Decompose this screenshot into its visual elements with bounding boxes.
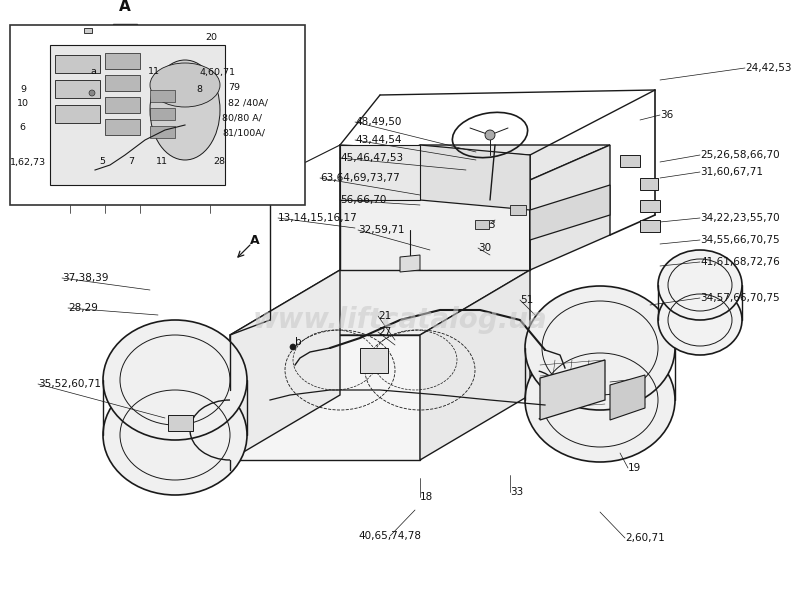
Ellipse shape — [103, 320, 247, 440]
Text: 20: 20 — [205, 33, 217, 42]
Bar — [150, 90, 175, 102]
Polygon shape — [400, 255, 420, 272]
Bar — [640, 220, 660, 232]
Polygon shape — [340, 145, 610, 180]
Text: 21: 21 — [378, 311, 391, 321]
Bar — [640, 178, 658, 190]
Bar — [105, 97, 140, 113]
Text: 63,64,69,73,77: 63,64,69,73,77 — [320, 173, 400, 183]
Text: 2,60,71: 2,60,71 — [625, 533, 665, 543]
Bar — [150, 126, 175, 138]
Polygon shape — [420, 145, 530, 210]
Ellipse shape — [658, 250, 742, 320]
Text: 11: 11 — [148, 68, 160, 77]
Text: 4,60,71: 4,60,71 — [200, 68, 236, 77]
Ellipse shape — [525, 286, 675, 410]
Polygon shape — [230, 270, 340, 460]
Text: 82 /40A/: 82 /40A/ — [228, 99, 268, 108]
Text: 51: 51 — [520, 295, 534, 305]
Text: 45,46,47,53: 45,46,47,53 — [340, 153, 403, 163]
Text: 41,61,68,72,76: 41,61,68,72,76 — [700, 257, 780, 267]
Text: 40,65,74,78: 40,65,74,78 — [358, 531, 422, 541]
Text: 3: 3 — [488, 220, 494, 230]
Text: 81/100A/: 81/100A/ — [222, 129, 265, 138]
Text: 34,57,66,70,75: 34,57,66,70,75 — [700, 293, 780, 303]
Text: A: A — [119, 0, 131, 14]
Text: www.liftcatalog.ua: www.liftcatalog.ua — [253, 306, 547, 334]
Bar — [168, 415, 193, 431]
Circle shape — [290, 344, 296, 350]
Bar — [620, 155, 640, 167]
Text: 35,52,60,71: 35,52,60,71 — [38, 379, 101, 389]
Polygon shape — [540, 360, 605, 420]
Ellipse shape — [525, 338, 675, 462]
Bar — [360, 348, 388, 373]
Ellipse shape — [150, 63, 220, 107]
Circle shape — [89, 90, 95, 96]
Text: A: A — [250, 233, 260, 246]
Bar — [105, 53, 140, 69]
Polygon shape — [420, 270, 530, 460]
Text: 18: 18 — [420, 492, 434, 502]
Bar — [105, 75, 140, 91]
Polygon shape — [230, 335, 420, 460]
Text: 79: 79 — [228, 84, 240, 93]
Text: 43,44,54: 43,44,54 — [355, 135, 402, 145]
Bar — [50, 45, 225, 185]
Text: 31,60,67,71: 31,60,67,71 — [700, 167, 763, 177]
Text: 11: 11 — [156, 157, 168, 166]
Ellipse shape — [658, 285, 742, 355]
Text: b: b — [295, 337, 302, 347]
Text: 28,29: 28,29 — [68, 303, 98, 313]
Text: a: a — [90, 68, 96, 77]
Text: 36: 36 — [660, 110, 674, 120]
Polygon shape — [530, 185, 610, 240]
Text: 8: 8 — [196, 86, 202, 94]
Text: 5: 5 — [99, 157, 105, 166]
Bar — [84, 28, 92, 33]
Text: 33: 33 — [510, 487, 523, 497]
Text: 30: 30 — [478, 243, 491, 253]
Text: 24,42,53: 24,42,53 — [745, 63, 791, 73]
Ellipse shape — [103, 375, 247, 495]
Bar — [55, 80, 100, 98]
Text: 48,49,50: 48,49,50 — [355, 117, 402, 127]
Text: 28: 28 — [213, 157, 225, 166]
Text: 25,26,58,66,70: 25,26,58,66,70 — [700, 150, 780, 160]
Polygon shape — [530, 145, 610, 270]
Text: 34,55,66,70,75: 34,55,66,70,75 — [700, 235, 780, 245]
Bar — [55, 105, 100, 123]
Circle shape — [485, 130, 495, 140]
Bar — [640, 200, 660, 212]
Text: 7: 7 — [128, 157, 134, 166]
Text: 80/80 A/: 80/80 A/ — [222, 114, 262, 123]
Polygon shape — [230, 270, 530, 335]
Bar — [10, 25, 305, 205]
Bar — [55, 55, 100, 73]
Text: 56,66,70: 56,66,70 — [340, 195, 386, 205]
Polygon shape — [610, 375, 645, 420]
Polygon shape — [340, 145, 420, 200]
Text: 32,59,71: 32,59,71 — [358, 225, 405, 235]
Ellipse shape — [150, 60, 220, 160]
Text: 10: 10 — [17, 99, 29, 108]
Text: 13,14,15,16,17: 13,14,15,16,17 — [278, 213, 358, 223]
Text: 19: 19 — [628, 463, 642, 473]
Polygon shape — [340, 180, 530, 270]
Bar — [150, 108, 175, 120]
Text: 27: 27 — [378, 327, 391, 337]
Text: 37,38,39: 37,38,39 — [62, 273, 109, 283]
Text: 34,22,23,55,70: 34,22,23,55,70 — [700, 213, 780, 223]
Text: 6: 6 — [19, 124, 25, 133]
Text: 1,62,73: 1,62,73 — [10, 157, 46, 166]
Bar — [510, 205, 526, 215]
Bar — [105, 119, 140, 135]
Text: 9: 9 — [20, 86, 26, 94]
Bar — [475, 220, 489, 229]
